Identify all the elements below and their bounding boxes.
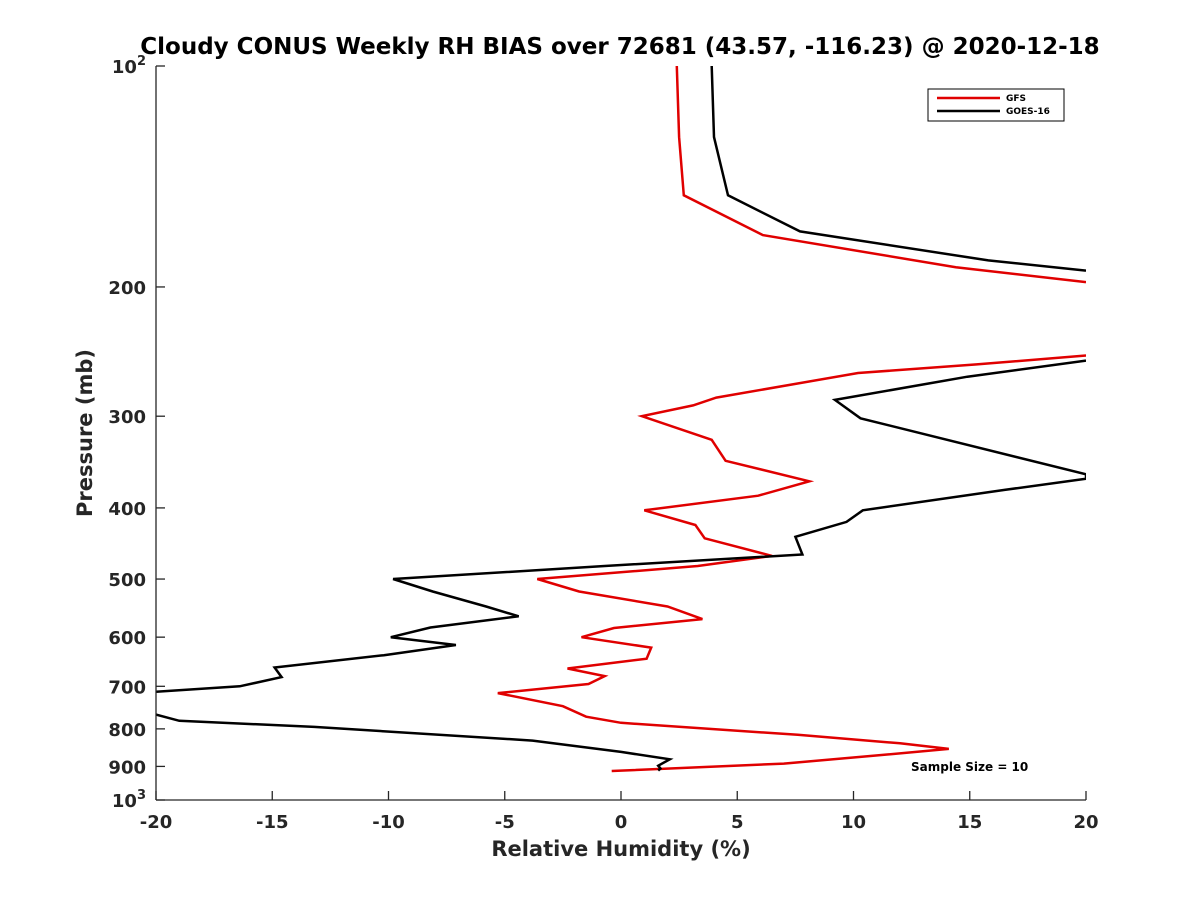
series-layer <box>156 66 1086 773</box>
legend: GFS GOES-16 <box>927 88 1065 122</box>
series-line-goes16-1 <box>156 359 1086 693</box>
x-tick-label: -5 <box>495 812 515 833</box>
x-tick-label: 10 <box>841 812 866 833</box>
x-tick-label: 15 <box>957 812 982 833</box>
y-tick-label: 200 <box>108 278 146 299</box>
x-tick-label: -20 <box>140 812 173 833</box>
y-tick-label: 800 <box>108 720 146 741</box>
y-tick-label: 700 <box>108 677 146 698</box>
x-ticks: -20 -15 -10 -5 0 5 10 15 20 <box>140 791 1099 833</box>
y-tick-label: 102 <box>112 54 146 78</box>
series-line-gfs-0 <box>675 66 1086 284</box>
y-tick-label: 600 <box>108 628 146 649</box>
legend-label-gfs: GFS <box>1006 94 1026 104</box>
y-tick-label: 300 <box>108 407 146 428</box>
legend-label-goes16: GOES-16 <box>1006 107 1050 117</box>
y-tick-label: 103 <box>112 788 146 812</box>
chart-title: Cloudy CONUS Weekly RH BIAS over 72681 (… <box>140 34 1099 60</box>
series-line-gfs-1 <box>497 354 1086 773</box>
y-tick-label: 500 <box>108 570 146 591</box>
series-line-goes16-0 <box>710 66 1086 272</box>
sample-size-annotation: Sample Size = 10 <box>911 760 1028 774</box>
x-axis-label: Relative Humidity (%) <box>491 837 750 861</box>
x-tick-label: -15 <box>256 812 289 833</box>
legend-box <box>927 88 1065 122</box>
y-ticks: 102 200 300 400 500 600 700 800 900 103 <box>108 54 165 812</box>
x-tick-label: 0 <box>615 812 628 833</box>
x-tick-label: 5 <box>731 812 744 833</box>
y-tick-label: 400 <box>108 499 146 520</box>
y-axis-label: Pressure (mb) <box>73 349 97 517</box>
x-tick-label: -10 <box>372 812 405 833</box>
series-line-goes16-2 <box>156 713 674 772</box>
y-tick-label: 900 <box>108 757 146 778</box>
x-tick-label: 20 <box>1073 812 1098 833</box>
